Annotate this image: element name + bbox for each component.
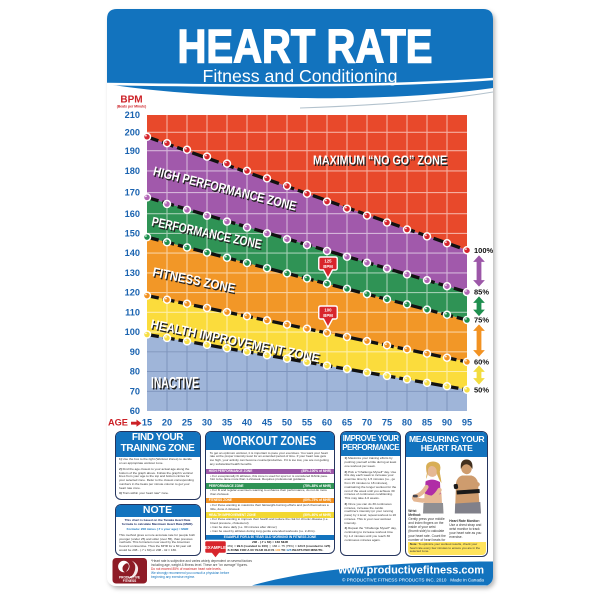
svg-text:80: 80 — [130, 367, 140, 377]
svg-text:45: 45 — [262, 418, 272, 428]
svg-text:(Beats per Minute): (Beats per Minute) — [117, 105, 147, 109]
svg-text:55: 55 — [302, 418, 312, 428]
svg-text:20: 20 — [162, 418, 172, 428]
svg-text:100%: 100% — [474, 246, 494, 255]
svg-text:50: 50 — [282, 418, 292, 428]
svg-text:90: 90 — [130, 347, 140, 357]
svg-text:70: 70 — [130, 386, 140, 396]
svg-text:95: 95 — [462, 418, 472, 428]
svg-text:BPM: BPM — [323, 313, 333, 318]
svg-text:BPM: BPM — [323, 264, 333, 269]
svg-text:25: 25 — [182, 418, 192, 428]
svg-text:180: 180 — [125, 166, 140, 176]
svg-text:120: 120 — [125, 288, 140, 298]
svg-text:www.productivefitness.com: www.productivefitness.com — [337, 565, 484, 577]
svg-text:60: 60 — [130, 406, 140, 416]
svg-text:85: 85 — [422, 418, 432, 428]
svg-text:150: 150 — [125, 229, 140, 239]
svg-text:Fitness and Conditioning: Fitness and Conditioning — [203, 66, 398, 86]
svg-text:90: 90 — [442, 418, 452, 428]
svg-text:INACTIVE: INACTIVE — [151, 375, 199, 392]
svg-text:© PRODUCTIVE FITNESS PRODUCTS: © PRODUCTIVE FITNESS PRODUCTS INC. 2010 … — [342, 577, 484, 583]
svg-text:85%: 85% — [474, 288, 489, 297]
svg-text:210: 210 — [125, 110, 140, 120]
svg-text:50%: 50% — [474, 385, 489, 394]
svg-text:65: 65 — [342, 418, 352, 428]
svg-text:80: 80 — [402, 418, 412, 428]
svg-text:190: 190 — [125, 146, 140, 156]
svg-text:130: 130 — [125, 268, 140, 278]
svg-text:70: 70 — [362, 418, 372, 428]
svg-text:170: 170 — [125, 188, 140, 198]
svg-text:INACTIVE: INACTIVE — [152, 376, 200, 393]
svg-text:40: 40 — [242, 418, 252, 428]
svg-text:100: 100 — [324, 308, 332, 313]
svg-text:60%: 60% — [474, 358, 489, 367]
svg-text:BPM: BPM — [120, 95, 142, 106]
svg-text:PRODUCTIVE: PRODUCTIVE — [119, 576, 140, 580]
svg-text:MAXIMUM “NO GO” ZONE: MAXIMUM “NO GO” ZONE — [314, 154, 448, 169]
svg-text:140: 140 — [125, 248, 140, 258]
svg-text:100: 100 — [125, 327, 140, 337]
svg-text:75: 75 — [382, 418, 392, 428]
svg-text:30: 30 — [202, 418, 212, 428]
svg-text:60: 60 — [322, 418, 332, 428]
svg-text:200: 200 — [125, 127, 140, 137]
svg-text:125: 125 — [324, 259, 332, 264]
svg-text:75%: 75% — [474, 316, 489, 325]
svg-text:160: 160 — [125, 209, 140, 219]
svg-text:HEART RATE: HEART RATE — [178, 20, 433, 73]
svg-text:35: 35 — [222, 418, 232, 428]
svg-text:AGE: AGE — [108, 418, 128, 428]
svg-text:110: 110 — [125, 307, 140, 317]
svg-text:FITNESS: FITNESS — [123, 579, 136, 583]
svg-text:MAXIMUM “NO GO” ZONE: MAXIMUM “NO GO” ZONE — [313, 153, 447, 168]
svg-text:15: 15 — [142, 418, 152, 428]
